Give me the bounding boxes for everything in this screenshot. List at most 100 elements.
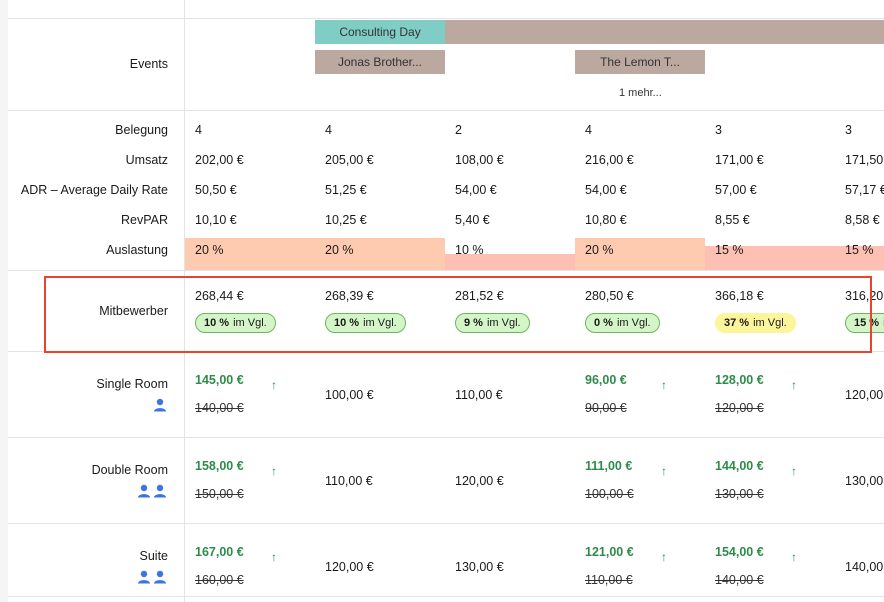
competitor-comparison-badge: 10 % im Vgl.: [325, 313, 406, 333]
metric-label-umsatz: Umsatz: [125, 153, 168, 167]
arrow-up-icon: ↑: [791, 464, 797, 478]
old-price: 120,00 €: [715, 401, 764, 415]
competitor-comparison-badge: 9 % im Vgl.: [455, 313, 530, 333]
competitor-comparison-badge: 10 % im Vgl.: [195, 313, 276, 333]
event-the-lemon[interactable]: The Lemon T...: [575, 50, 705, 74]
arrow-up-icon: ↑: [661, 550, 667, 564]
room-price[interactable]: 110,00 €: [455, 388, 503, 402]
metric-umsatz-value: 171,50 €: [845, 153, 884, 167]
old-price: 140,00 €: [195, 401, 244, 415]
metric-adr-value: 54,00 €: [455, 183, 497, 197]
new-price[interactable]: 167,00 €: [195, 545, 244, 559]
metric-adr-value: 50,50 €: [195, 183, 237, 197]
metric-revpar-value: 10,25 €: [325, 213, 367, 227]
room-price[interactable]: 110,00 €: [325, 474, 373, 488]
comparison-suffix: im Vgl.: [753, 317, 787, 329]
metric-umsatz-value: 216,00 €: [585, 153, 634, 167]
old-price: 90,00 €: [585, 401, 627, 415]
old-price: 140,00 €: [715, 573, 764, 587]
new-price[interactable]: 145,00 €: [195, 373, 244, 387]
occupancy-bar: [705, 246, 835, 270]
metric-belegung-value: 2: [455, 123, 462, 137]
comparison-percent: 10 %: [334, 317, 360, 329]
metric-auslastung-value: 20 %: [325, 243, 354, 257]
new-price[interactable]: 144,00 €: [715, 459, 764, 473]
divider: [8, 270, 884, 271]
metric-label-auslastung: Auslastung: [106, 243, 168, 257]
room-price[interactable]: 100,00 €: [325, 388, 374, 402]
metric-label-belegung: Belegung: [115, 123, 168, 137]
comparison-suffix: im Vgl.: [616, 317, 651, 329]
competitor-price: 281,52 €: [455, 289, 504, 303]
divider: [8, 110, 884, 111]
room-label-suite: Suite: [139, 549, 169, 563]
comparison-percent: 9 %: [464, 317, 483, 329]
room-price[interactable]: 120,00 €: [325, 560, 374, 574]
two-persons-icon: [138, 570, 166, 584]
occupancy-bar: [835, 246, 884, 270]
metric-belegung-value: 4: [195, 123, 202, 137]
metric-belegung-value: 3: [845, 123, 852, 137]
comparison-suffix: im Vgl.: [233, 317, 267, 329]
metric-umsatz-value: 205,00 €: [325, 153, 374, 167]
competitor-price: 280,50 €: [585, 289, 634, 303]
arrow-up-icon: ↑: [661, 378, 667, 392]
comparison-suffix: im Vgl.: [363, 317, 397, 329]
person-icon: [154, 398, 166, 412]
metric-umsatz-value: 171,00 €: [715, 153, 764, 167]
metric-revpar-value: 8,58 €: [845, 213, 880, 227]
event-jonas-brothers[interactable]: Jonas Brother...: [315, 50, 445, 74]
old-price: 100,00 €: [585, 487, 634, 501]
metric-revpar-value: 10,80 €: [585, 213, 627, 227]
arrow-up-icon: ↑: [271, 550, 277, 564]
metric-auslastung-value: 15 %: [845, 243, 874, 257]
competitor-price: 268,39 €: [325, 289, 374, 303]
occupancy-bar: [315, 238, 445, 270]
room-price[interactable]: 120,00: [845, 388, 884, 402]
more-events-link[interactable]: 1 mehr...: [619, 87, 662, 99]
metric-auslastung-value: 20 %: [195, 243, 224, 257]
metric-revpar-value: 10,10 €: [195, 213, 237, 227]
arrow-up-icon: ↑: [661, 464, 667, 478]
event-consulting-day[interactable]: Consulting Day: [315, 20, 445, 44]
new-price[interactable]: 154,00 €: [715, 545, 764, 559]
new-price[interactable]: 111,00 €: [585, 459, 633, 473]
occupancy-bar: [575, 238, 705, 270]
competitor-price: 316,20: [845, 289, 884, 303]
room-label-single: Single Room: [96, 377, 168, 391]
comparison-percent: 15 %: [854, 317, 880, 329]
comparison-percent: 10 %: [204, 317, 230, 329]
comparison-percent: 0 %: [594, 317, 613, 329]
old-price: 110,00 €: [585, 573, 633, 587]
divider: [8, 596, 884, 597]
comparison-percent: 37 %: [724, 317, 750, 329]
room-price[interactable]: 130,00: [845, 474, 884, 488]
room-price[interactable]: 140,00: [845, 560, 884, 574]
competitor-comparison-badge: 15 %im Vgl.: [845, 313, 884, 333]
competitor-comparison-badge: 37 % im Vgl.: [715, 313, 796, 333]
new-price[interactable]: 128,00 €: [715, 373, 764, 387]
metric-adr-value: 57,17 €: [845, 183, 884, 197]
old-price: 160,00 €: [195, 573, 244, 587]
arrow-up-icon: ↑: [791, 378, 797, 392]
competitor-price: 268,44 €: [195, 289, 244, 303]
metric-revpar-value: 8,55 €: [715, 213, 750, 227]
room-price[interactable]: 120,00 €: [455, 474, 504, 488]
occupancy-bar: [445, 254, 575, 270]
metric-adr-value: 54,00 €: [585, 183, 627, 197]
metric-revpar-value: 5,40 €: [455, 213, 490, 227]
two-persons-icon: [138, 484, 166, 498]
metric-belegung-value: 4: [325, 123, 332, 137]
room-price[interactable]: 130,00 €: [455, 560, 504, 574]
event-bar[interactable]: [445, 20, 884, 44]
new-price[interactable]: 158,00 €: [195, 459, 244, 473]
new-price[interactable]: 121,00 €: [585, 545, 634, 559]
old-price: 130,00 €: [715, 487, 764, 501]
pricing-calendar: Events Consulting Day Jonas Brother... T…: [8, 0, 884, 602]
competitor-highlight-box: [44, 276, 872, 353]
metric-adr-value: 57,00 €: [715, 183, 757, 197]
metric-belegung-value: 4: [585, 123, 592, 137]
metric-label-adr: ADR – Average Daily Rate: [20, 183, 168, 197]
events-label: Events: [129, 57, 168, 71]
new-price[interactable]: 96,00 €: [585, 373, 627, 387]
